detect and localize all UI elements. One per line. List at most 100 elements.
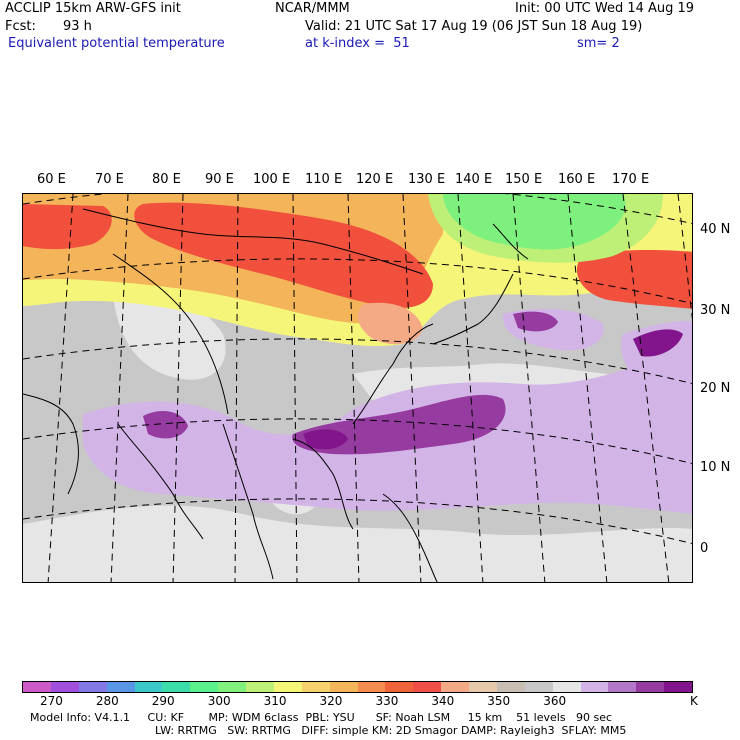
- colorbar-segment: [580, 682, 609, 692]
- colorbar-segment: [218, 682, 246, 692]
- field-green-light: [428, 194, 663, 263]
- forecast-label: Fcst:: [5, 19, 36, 34]
- colorbar-segment: [301, 682, 330, 692]
- colorbar-segment: [329, 682, 358, 692]
- longitude-label: 70 E: [95, 172, 124, 187]
- latitude-label: 10 N: [700, 460, 731, 475]
- country-border: [82, 208, 424, 275]
- latitude-label: 20 N: [700, 381, 731, 396]
- longitude-label: 170 E: [612, 172, 650, 187]
- colorbar-segment: [50, 682, 79, 692]
- longitude-label: 100 E: [253, 172, 291, 187]
- longitude-label: 110 E: [305, 172, 343, 187]
- meridian-line: [110, 194, 129, 582]
- colorbar-segment: [552, 682, 581, 692]
- colorbar-segment: [23, 682, 51, 692]
- colorbar-tick-label: 270: [39, 694, 63, 708]
- colorbar-segment: [636, 682, 665, 692]
- country-border: [112, 253, 229, 415]
- meridian-line: [677, 194, 692, 320]
- colorbar-segment: [664, 682, 692, 692]
- meridian-line: [292, 194, 298, 582]
- coastline: [117, 423, 204, 540]
- parallel-line: [23, 498, 692, 545]
- coastline: [382, 493, 438, 582]
- coastline: [492, 223, 529, 260]
- colorbar-segment: [524, 682, 553, 692]
- meridian-line: [402, 194, 422, 582]
- colorbar: [22, 681, 693, 693]
- latitude-label: 40 N: [700, 222, 731, 237]
- colorbar-tick-label: 360: [543, 694, 567, 708]
- coastline: [352, 323, 434, 425]
- colorbar-segment: [441, 682, 469, 692]
- meridian-line: [622, 194, 670, 582]
- map-panel: [22, 193, 693, 583]
- longitude-label: 160 E: [558, 172, 596, 187]
- meridian-line: [47, 194, 74, 582]
- center-name: NCAR/MMM: [275, 1, 350, 16]
- colorbar-segment: [413, 682, 442, 692]
- coastline: [23, 393, 79, 495]
- coastline: [432, 273, 514, 345]
- longitude-label: 80 E: [152, 172, 181, 187]
- longitude-label: 120 E: [356, 172, 394, 187]
- field-dark-purple: [633, 329, 683, 357]
- coastlines: [23, 208, 529, 582]
- field-name: Equivalent potential temperature: [8, 36, 225, 51]
- colorbar-tick-label: 300: [207, 694, 231, 708]
- parallel-line: [23, 338, 692, 385]
- longitude-label: 130 E: [408, 172, 446, 187]
- colorbar-segment: [608, 682, 637, 692]
- coastline: [222, 423, 274, 580]
- colorbar-segment: [385, 682, 414, 692]
- meridian-line: [172, 194, 184, 582]
- colorbar-tick-label: 340: [431, 694, 455, 708]
- colorbar-segment: [496, 682, 525, 692]
- colorbar-segment: [78, 682, 107, 692]
- colorbar-tick-label: 350: [487, 694, 511, 708]
- field-dark-purple: [303, 429, 348, 450]
- colorbar-tick-label: 330: [375, 694, 399, 708]
- colorbar-segment: [190, 682, 219, 692]
- parallel-line: [23, 194, 692, 225]
- field-green-cold: [443, 194, 626, 250]
- init-time: Init: 00 UTC Wed 14 Aug 19: [515, 1, 695, 16]
- parallel-line: [23, 418, 692, 465]
- model-info-line1: Model Info: V4.1.1 CU: KF MP: WDM 6class…: [30, 711, 613, 724]
- field-red-core: [577, 249, 692, 309]
- meridian-line: [347, 194, 360, 582]
- field-red-core: [23, 204, 112, 250]
- forecast-hour: 93 h: [63, 19, 92, 34]
- coastline: [292, 438, 354, 530]
- colorbar-segment: [106, 682, 135, 692]
- meridian-line: [234, 194, 239, 582]
- valid-time: Valid: 21 UTC Sat 17 Aug 19 (06 JST Sun …: [305, 19, 643, 34]
- meridian-line: [457, 194, 484, 582]
- longitude-label: 140 E: [455, 172, 493, 187]
- colorbar-segment: [469, 682, 497, 692]
- smoothing: sm= 2: [577, 36, 620, 51]
- field-salmon: [357, 302, 423, 345]
- theta-e-map: [23, 194, 692, 582]
- colorbar-segment: [134, 682, 163, 692]
- parallel-line: [23, 258, 692, 305]
- colorbar-tick-label: 290: [151, 694, 175, 708]
- latitude-label: 0: [700, 541, 709, 556]
- model-title: ACCLIP 15km ARW-GFS init: [5, 1, 181, 16]
- colorbar-tick-label: 320: [319, 694, 343, 708]
- colorbar-segment: [273, 682, 302, 692]
- longitude-label: 90 E: [205, 172, 234, 187]
- field-red-core: [134, 202, 434, 308]
- model-info-line2: LW: RRTMG SW: RRTMG DIFF: simple KM: 2D …: [155, 724, 627, 737]
- field-purple: [143, 411, 188, 439]
- colorbar-segment: [357, 682, 386, 692]
- graticule: [23, 194, 692, 582]
- level-index: at k-index = 51: [305, 36, 410, 51]
- colorbar-tick-label: 310: [263, 694, 287, 708]
- longitude-label: 60 E: [37, 172, 66, 187]
- latitude-label: 30 N: [700, 303, 731, 318]
- longitude-label: 150 E: [505, 172, 543, 187]
- meridian-line: [512, 194, 546, 582]
- meridian-line: [567, 194, 608, 582]
